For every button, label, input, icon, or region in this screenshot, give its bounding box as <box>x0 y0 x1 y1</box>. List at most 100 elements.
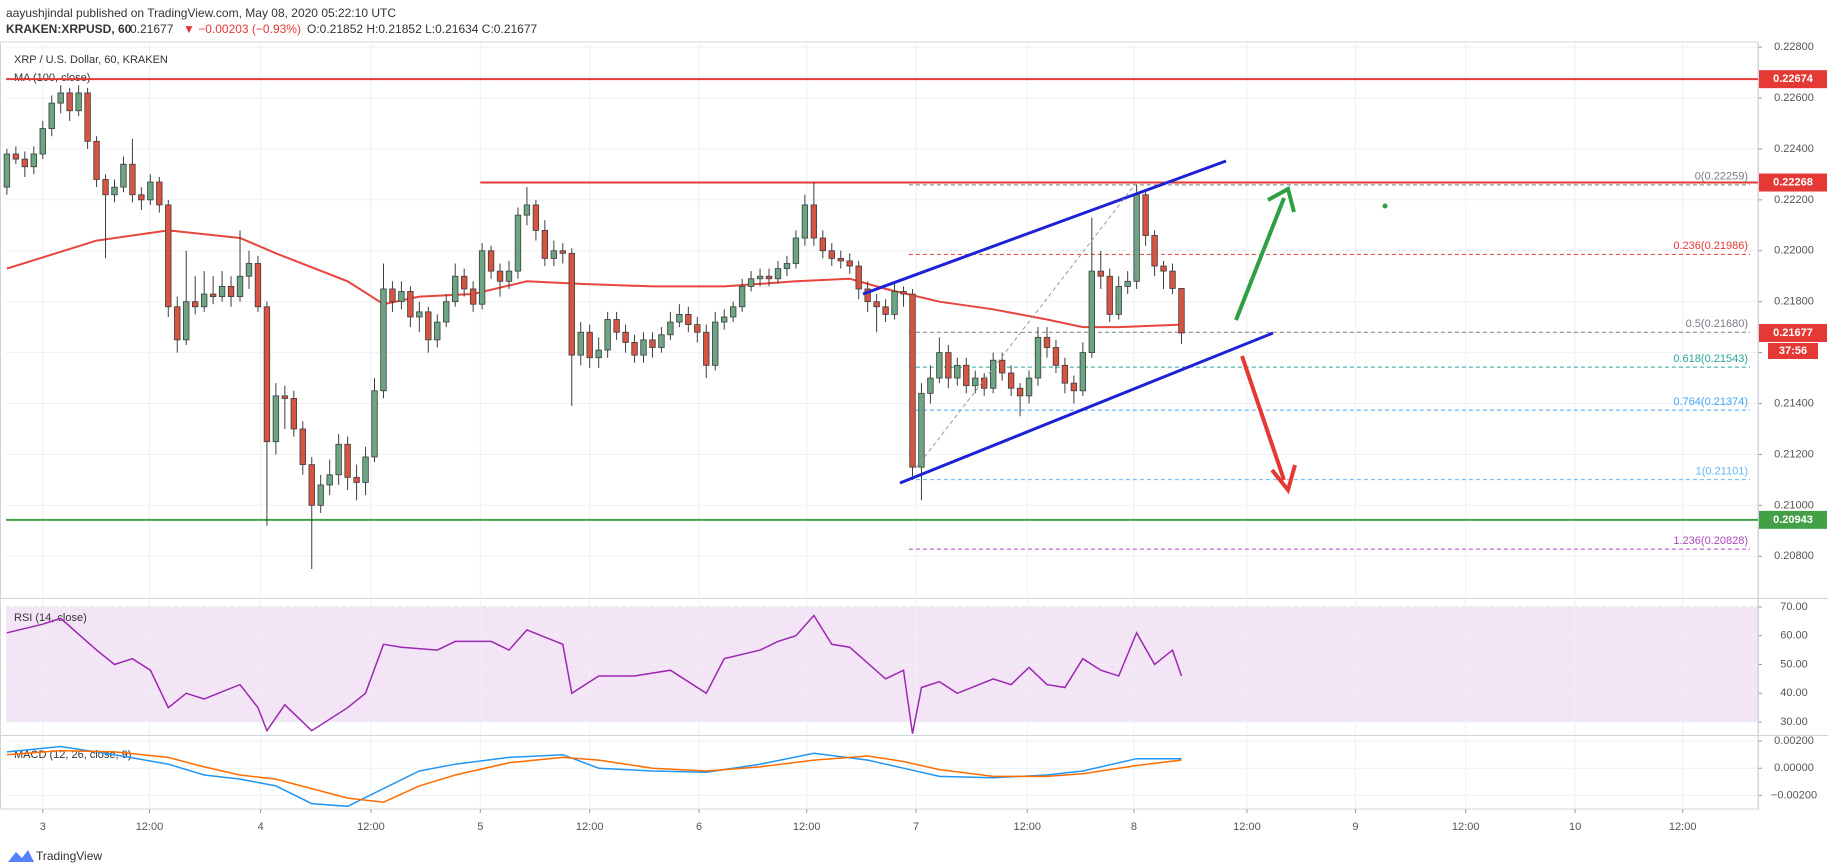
x-tick-label: 12:00 <box>357 821 385 833</box>
arrow-up <box>1234 197 1286 321</box>
candle-body <box>1097 270 1104 277</box>
candle-body <box>963 364 970 387</box>
x-tick-label: 12:00 <box>793 821 821 833</box>
change: ▼ −0.00203 (−0.93%) <box>183 22 301 36</box>
y-tick-label: 0.21400 <box>1774 397 1814 409</box>
candle-body <box>1025 377 1033 397</box>
level-label-box <box>1759 70 1827 89</box>
y-tick-label: −0.00200 <box>1771 789 1817 801</box>
y-tick-label: 0.20800 <box>1774 550 1814 562</box>
candle-body <box>1088 270 1095 353</box>
logo <box>8 850 34 862</box>
candle-body <box>129 163 136 196</box>
drawings <box>862 159 1388 495</box>
candle-body <box>532 204 540 231</box>
candle-body <box>900 291 907 295</box>
candle-body <box>649 339 656 348</box>
candle-body <box>1106 275 1113 315</box>
channel-lower <box>899 331 1274 485</box>
candle-body <box>1034 336 1042 379</box>
candle-body <box>308 464 315 506</box>
candle-body <box>756 275 764 280</box>
candle-body <box>568 252 575 356</box>
candle-body <box>30 153 37 168</box>
candle-body <box>738 286 746 308</box>
level-label-box <box>1759 510 1827 529</box>
candle-body <box>102 179 109 196</box>
candle-body <box>443 301 450 323</box>
candle-body <box>972 377 979 387</box>
candle-body <box>1115 286 1122 315</box>
candle-body <box>1016 387 1024 397</box>
x-tick-label: 9 <box>1352 821 1358 833</box>
candle-body <box>622 331 629 343</box>
fib-label: 1(0.21101) <box>1696 466 1748 478</box>
publisher: aayushjindal published on TradingView.co… <box>6 6 396 20</box>
price: 0.21677 <box>130 22 174 36</box>
candle-body <box>667 321 674 336</box>
candle-body <box>335 443 342 476</box>
arrow-down <box>1240 355 1286 481</box>
candle-body <box>3 153 11 188</box>
candle-body <box>1043 336 1051 348</box>
candle-body <box>1178 288 1185 334</box>
candle-body <box>505 270 513 282</box>
series-line <box>6 614 1183 734</box>
candle-body <box>514 214 522 272</box>
candle-body <box>12 153 20 160</box>
candle-body <box>111 186 118 196</box>
candle-body <box>676 314 683 323</box>
candle-body <box>729 306 737 318</box>
candle-body <box>218 286 226 297</box>
ma-line <box>6 229 1182 329</box>
candle-body <box>200 293 208 308</box>
ma-title: MA (100, close) <box>14 72 90 84</box>
fib-connector <box>915 181 1138 469</box>
candle-body <box>263 306 271 443</box>
y-tick-label: 0.22400 <box>1774 143 1814 155</box>
level-label: 0.22268 <box>1773 176 1813 188</box>
candle-body <box>66 92 73 112</box>
candle-body <box>891 291 898 315</box>
candle-body <box>452 275 459 303</box>
y-tick-label: 0.21800 <box>1774 296 1814 308</box>
candle-body <box>936 352 943 379</box>
series-line <box>6 745 1182 808</box>
candle-body <box>550 250 558 259</box>
x-tick-label: 12:00 <box>1669 821 1697 833</box>
y-tick-label: 0.21000 <box>1774 499 1814 511</box>
candle-body <box>165 204 172 308</box>
candle-body <box>721 316 728 323</box>
x-tick-label: 12:00 <box>1452 821 1480 833</box>
candle-body <box>245 263 253 277</box>
candle-body <box>75 92 82 112</box>
y-tick-label: 70.00 <box>1780 601 1808 613</box>
candle-body <box>1052 347 1060 366</box>
candle-body <box>272 395 280 443</box>
y-tick-label: 40.00 <box>1780 687 1808 699</box>
x-tick-label: 7 <box>913 821 919 833</box>
candle-body <box>209 293 217 297</box>
candle-body <box>1124 280 1131 287</box>
fib-label: 0.236(0.21986) <box>1673 240 1748 252</box>
candle-body <box>604 319 611 351</box>
fib-label: 0.618(0.21543) <box>1673 353 1748 365</box>
candle-body <box>1070 382 1078 392</box>
candle-body <box>998 359 1006 374</box>
x-tick-label: 4 <box>258 821 264 833</box>
candle-body <box>380 288 387 392</box>
candle-body <box>227 286 235 297</box>
level-label-box <box>1759 173 1827 192</box>
candle-body <box>487 250 495 272</box>
candle-body <box>918 392 925 468</box>
candle-body <box>57 92 64 104</box>
candle-body <box>703 331 710 366</box>
x-tick-label: 6 <box>696 821 702 833</box>
candle-body <box>846 260 853 267</box>
candle-body <box>1133 194 1140 282</box>
candle-body <box>810 204 818 239</box>
candle-body <box>631 342 638 356</box>
candle-body <box>353 476 360 483</box>
candle-body <box>1151 235 1158 267</box>
